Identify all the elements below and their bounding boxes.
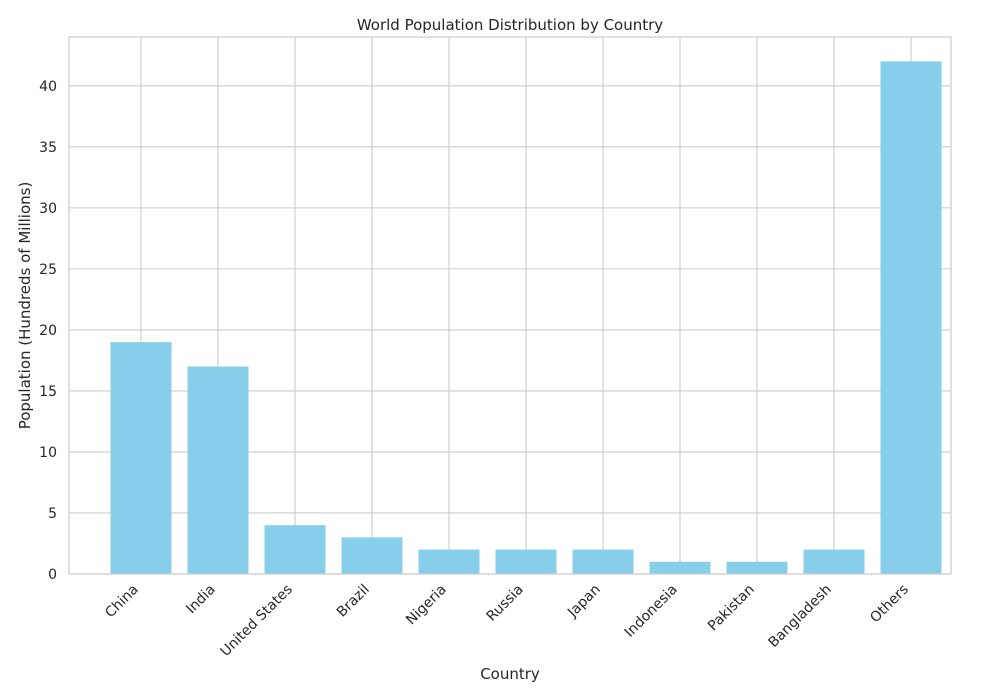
- y-tick-label: 10: [39, 445, 57, 461]
- y-tick-label: 40: [39, 79, 57, 95]
- bar-others: [880, 61, 942, 574]
- x-tick-label-russia: Russia: [484, 582, 527, 625]
- bar-russia: [495, 549, 557, 574]
- y-axis-title: Population (Hundreds of Millions): [16, 182, 34, 430]
- x-tick-label-nigeria: Nigeria: [403, 582, 450, 629]
- y-tick-label: 35: [39, 140, 57, 156]
- chart-title: World Population Distribution by Country: [357, 16, 663, 34]
- x-tick-label-others: Others: [867, 582, 912, 627]
- x-tick-label-japan: Japan: [564, 582, 604, 622]
- x-tick-label-brazil: Brazil: [334, 582, 373, 621]
- x-tick-label-united-states: United States: [217, 582, 295, 660]
- bar-pakistan: [726, 561, 788, 574]
- y-tick-label: 15: [39, 384, 57, 400]
- bar-brazil: [341, 537, 403, 574]
- bars: [110, 61, 942, 574]
- x-tick-label-pakistan: Pakistan: [705, 582, 758, 635]
- bar-india: [187, 366, 249, 574]
- bar-bangladesh: [803, 549, 865, 574]
- y-tick-label: 25: [39, 262, 57, 278]
- plot-frame: [68, 36, 952, 575]
- x-axis-title: Country: [480, 665, 540, 683]
- x-tick-label-india: India: [183, 582, 219, 618]
- bar-indonesia: [649, 561, 711, 574]
- grid-lines: [69, 37, 951, 575]
- x-tick-label-bangladesh: Bangladesh: [765, 582, 834, 651]
- bar-nigeria: [418, 549, 480, 574]
- x-tick-label-indonesia: Indonesia: [622, 582, 681, 641]
- bar-japan: [572, 549, 634, 574]
- bar-united-states: [264, 525, 326, 574]
- y-tick-label: 20: [39, 323, 57, 339]
- y-tick-label: 30: [39, 201, 57, 217]
- y-tick-label: 5: [48, 506, 57, 522]
- y-tick-labels: 0 5 10 15 20 25 30 35 40: [39, 79, 57, 583]
- y-tick-label: 0: [48, 567, 57, 583]
- x-tick-label-china: China: [102, 582, 142, 622]
- bar-china: [110, 342, 172, 574]
